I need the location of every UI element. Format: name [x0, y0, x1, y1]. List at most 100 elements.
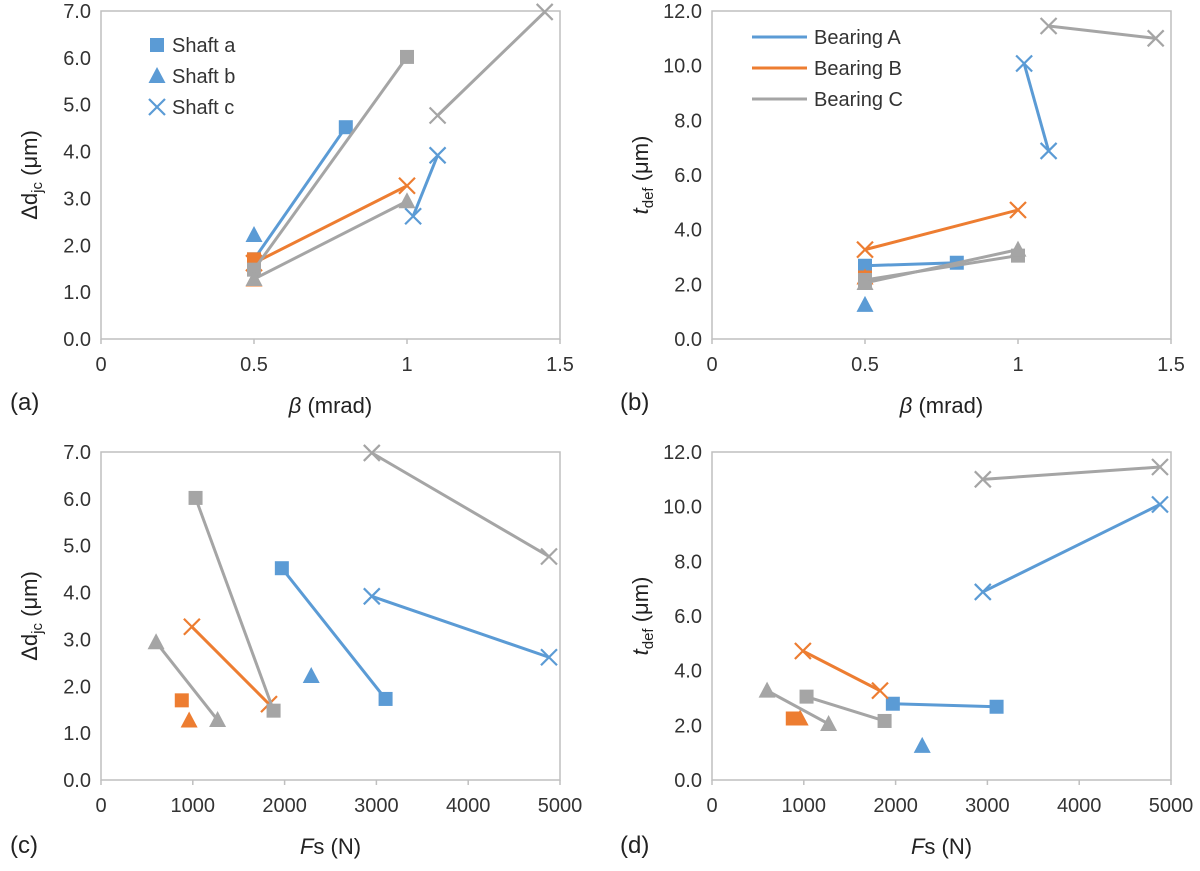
x-tick-label: 1 [401, 354, 412, 376]
legend-swatch [150, 38, 164, 52]
chart-panel-1: 0.0 1.0 2.0 3.0 4.0 5.0 6.0 7.0 0 0.5 1 1.5 Δdjc (μm… [10, 1, 574, 418]
data-point [794, 642, 812, 660]
y-tick-label: 7.0 [63, 442, 91, 464]
data-point [974, 470, 992, 489]
x-tick-label: 1.5 [1157, 354, 1185, 376]
panel-label: (d) [620, 832, 649, 859]
series [302, 666, 320, 683]
data-point [174, 693, 189, 708]
data-point [913, 736, 931, 753]
series [274, 561, 393, 706]
series [247, 120, 353, 267]
y-tick-label: 8.0 [674, 551, 702, 573]
data-point [147, 633, 165, 650]
data-point [856, 295, 874, 312]
x-tick-label: 4000 [446, 795, 491, 817]
series-line [253, 199, 408, 281]
series [247, 49, 414, 277]
series-line [371, 451, 550, 558]
y-tick-label: 1.0 [63, 723, 91, 745]
legend-label: Shaft c [172, 97, 234, 119]
data-point [247, 262, 261, 277]
series-line [1022, 63, 1051, 152]
series-line [864, 208, 1019, 252]
panel-label: (a) [10, 389, 39, 416]
y-tick-label: 4.0 [674, 220, 702, 242]
chart-panel-3: 0.0 1.0 2.0 3.0 4.0 5.0 6.0 7.0 0 1000 2000 3000 400… [10, 442, 582, 859]
series [1015, 54, 1058, 160]
series [363, 444, 558, 566]
data-point [398, 176, 416, 195]
y-tick-label: 6.0 [674, 165, 702, 187]
data-point [989, 699, 1004, 714]
series-line [864, 248, 1019, 285]
series [245, 225, 263, 242]
y-tick-label: 4.0 [63, 142, 91, 164]
series [856, 201, 1027, 259]
series-line [892, 702, 997, 709]
data-point [535, 3, 554, 21]
x-axis-label: β (mrad) [899, 393, 983, 418]
legend: Shaft a Shaft b Shaft c [148, 35, 236, 119]
x-tick-label: 2000 [262, 795, 307, 817]
series [180, 711, 198, 728]
data-point [363, 587, 381, 606]
series-line [1048, 24, 1156, 40]
data-point [188, 490, 203, 505]
panel-label: (b) [620, 389, 649, 416]
series-line [194, 497, 275, 712]
y-tick-label: 5.0 [63, 95, 91, 117]
series-line [252, 126, 348, 261]
data-point [974, 583, 992, 601]
x-tick-label: 4000 [1057, 795, 1102, 817]
series [404, 146, 447, 226]
data-point [1151, 458, 1169, 476]
y-tick-label: 2.0 [63, 676, 91, 698]
chart-panel-4: 0.0 2.0 4.0 6.0 8.0 10.0 12.0 0 1000 2000 3000 4000… [620, 442, 1193, 859]
x-tick-label: 1000 [782, 795, 827, 817]
data-point [404, 207, 422, 226]
x-tick-label: 3000 [354, 795, 399, 817]
x-tick-label: 0 [95, 354, 106, 376]
data-point [820, 714, 838, 731]
series [799, 689, 892, 728]
x-tick-label: 3000 [965, 795, 1010, 817]
x-axis-label: Fs (N) [911, 834, 972, 859]
series [885, 696, 1004, 714]
y-tick-label: 0.0 [674, 770, 702, 792]
x-axis-label: Fs (N) [300, 834, 361, 859]
y-tick-label: 10.0 [663, 56, 702, 78]
series [183, 617, 278, 713]
y-tick-label: 2.0 [674, 274, 702, 296]
y-tick-label: 3.0 [63, 188, 91, 210]
y-tick-label: 1.0 [63, 282, 91, 304]
y-axis-label: Δdjc (μm) [17, 130, 46, 220]
data-point [856, 273, 874, 290]
series-line [802, 649, 881, 692]
plot-frame [100, 451, 561, 781]
data-point [885, 696, 900, 711]
series-line [411, 154, 439, 217]
x-tick-label: 0 [95, 795, 106, 817]
data-point [858, 258, 872, 273]
legend-swatch [148, 98, 166, 116]
y-tick-label: 12.0 [663, 442, 702, 464]
plot-frame [711, 10, 1172, 340]
data-point [540, 648, 558, 667]
y-tick-label: 6.0 [63, 48, 91, 70]
series-line [252, 56, 409, 271]
series [856, 295, 874, 312]
data-point [856, 240, 874, 259]
series [174, 693, 189, 708]
x-tick-label: 1000 [171, 795, 216, 817]
series [363, 587, 558, 667]
series [1039, 17, 1165, 48]
data-point [245, 270, 263, 287]
x-tick-label: 0.5 [240, 354, 268, 376]
y-axis-label: Δdjc (μm) [17, 571, 46, 661]
y-tick-label: 3.0 [63, 629, 91, 651]
series [794, 642, 889, 700]
series [791, 709, 809, 726]
legend-label: Bearing B [814, 58, 902, 80]
